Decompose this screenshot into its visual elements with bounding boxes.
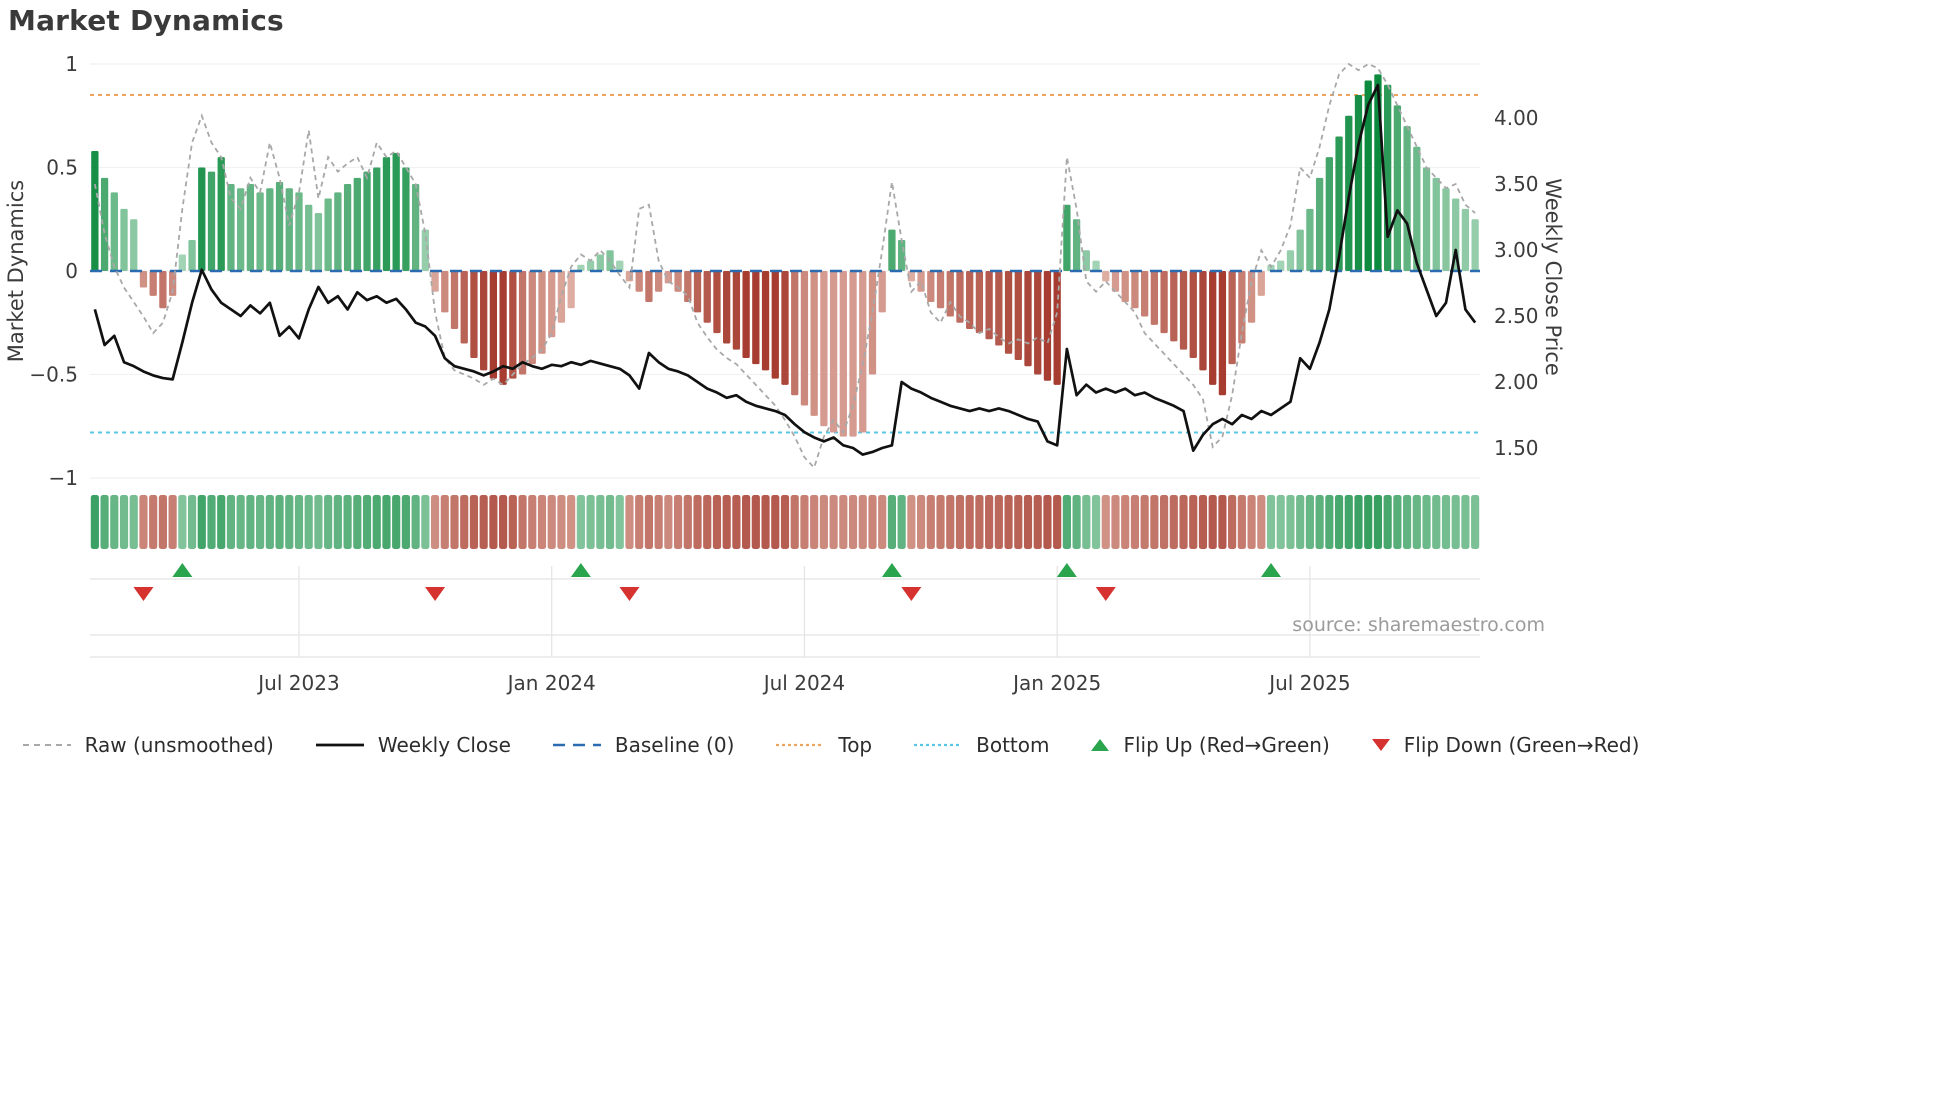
page-title: Market Dynamics	[8, 4, 284, 37]
right-axis-tick: 1.50	[1494, 436, 1539, 460]
legend-label: Weekly Close	[377, 733, 511, 757]
flip-down-triangle-icon	[133, 587, 154, 601]
flip-down-triangle-icon	[1095, 587, 1116, 601]
right-tick-labels: 4.00 3.50 3.00 2.50 2.00 1.50	[1494, 106, 1539, 460]
legend-line-swatch	[914, 743, 963, 747]
legend-item-flip-down: Flip Down (Green→Red)	[1370, 733, 1640, 757]
oscillator-bars	[91, 74, 1479, 437]
right-axis-tick: 3.00	[1494, 238, 1539, 262]
weekly-close-line	[93, 83, 1477, 456]
legend-item-top: Top	[774, 733, 872, 757]
legend-label: Bottom	[976, 733, 1050, 757]
legend-label: Top	[838, 733, 873, 757]
left-axis-tick: −1	[49, 466, 78, 490]
left-axis-tick: 1	[65, 52, 78, 76]
marker-band-grid	[90, 566, 1480, 658]
legend-label: Flip Up (Red→Green)	[1123, 733, 1330, 757]
flip-down-triangle-icon	[619, 587, 640, 601]
chart-canvas: 1 0.5 0 −0.5 −1 4.00 3.50 3.00 2.50 2.00 1.50 Jul 2…	[29, 52, 1539, 695]
x-axis-tick: Jan 2025	[1011, 671, 1101, 695]
legend-label: Raw (unsmoothed)	[84, 733, 274, 757]
x-axis-tick: Jul 2025	[1267, 671, 1350, 695]
legend-item-flip-up: Flip Up (Red→Green)	[1089, 733, 1330, 757]
x-axis-tick: Jul 2024	[762, 671, 845, 695]
heatmap-strip	[90, 495, 1480, 549]
legend-item-raw: Raw (unsmoothed)	[21, 733, 274, 757]
right-axis-tick: 2.50	[1494, 304, 1539, 328]
right-axis-tick: 4.00	[1494, 106, 1539, 130]
flip-up-triangle-icon	[570, 563, 591, 577]
flip-down-markers	[133, 587, 1116, 601]
right-axis-tick: 2.00	[1494, 370, 1539, 394]
right-axis-tick: 3.50	[1494, 172, 1539, 196]
x-axis-tick: Jan 2024	[506, 671, 596, 695]
flip-up-triangle-icon	[881, 563, 902, 577]
x-tick-labels: Jul 2023 Jan 2024 Jul 2024 Jan 2025 Jul 2025	[256, 671, 1350, 695]
left-axis-tick: −0.5	[29, 363, 78, 387]
flip-down-triangle-icon	[1371, 739, 1390, 751]
flip-up-triangle-icon	[172, 563, 193, 577]
chart-legend: Raw (unsmoothed) Weekly Close Baseline (0)…	[0, 733, 1660, 757]
source-attribution: source: sharemaestro.com	[1292, 614, 1545, 636]
flip-up-triangle-icon	[1261, 563, 1282, 577]
legend-item-bottom: Bottom	[912, 733, 1049, 757]
legend-line-swatch	[22, 744, 71, 746]
flip-up-triangle-icon	[1056, 563, 1077, 577]
legend-line-swatch	[552, 743, 601, 747]
legend-label: Baseline (0)	[614, 733, 735, 757]
x-axis-tick: Jul 2023	[256, 671, 339, 695]
legend-item-close: Weekly Close	[314, 733, 511, 757]
legend-line-swatch	[776, 743, 825, 747]
flip-up-markers	[172, 563, 1282, 577]
legend-line-swatch	[315, 743, 364, 747]
raw-line	[93, 62, 1476, 470]
left-tick-labels: 1 0.5 0 −0.5 −1	[29, 52, 78, 490]
legend-item-baseline: Baseline (0)	[551, 733, 734, 757]
left-axis-tick: 0.5	[46, 156, 78, 180]
flip-up-triangle-icon	[1091, 739, 1110, 751]
flip-down-triangle-icon	[901, 587, 922, 601]
left-axis-tick: 0	[65, 259, 78, 283]
legend-label: Flip Down (Green→Red)	[1403, 733, 1640, 757]
flip-down-triangle-icon	[425, 587, 446, 601]
